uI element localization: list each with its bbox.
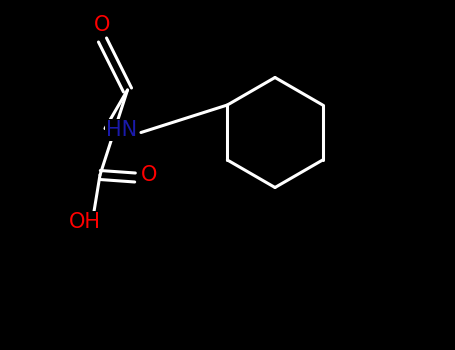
Text: HN: HN [106, 120, 137, 140]
Text: O: O [141, 165, 157, 185]
Text: OH: OH [69, 212, 101, 232]
Text: O: O [94, 15, 111, 35]
